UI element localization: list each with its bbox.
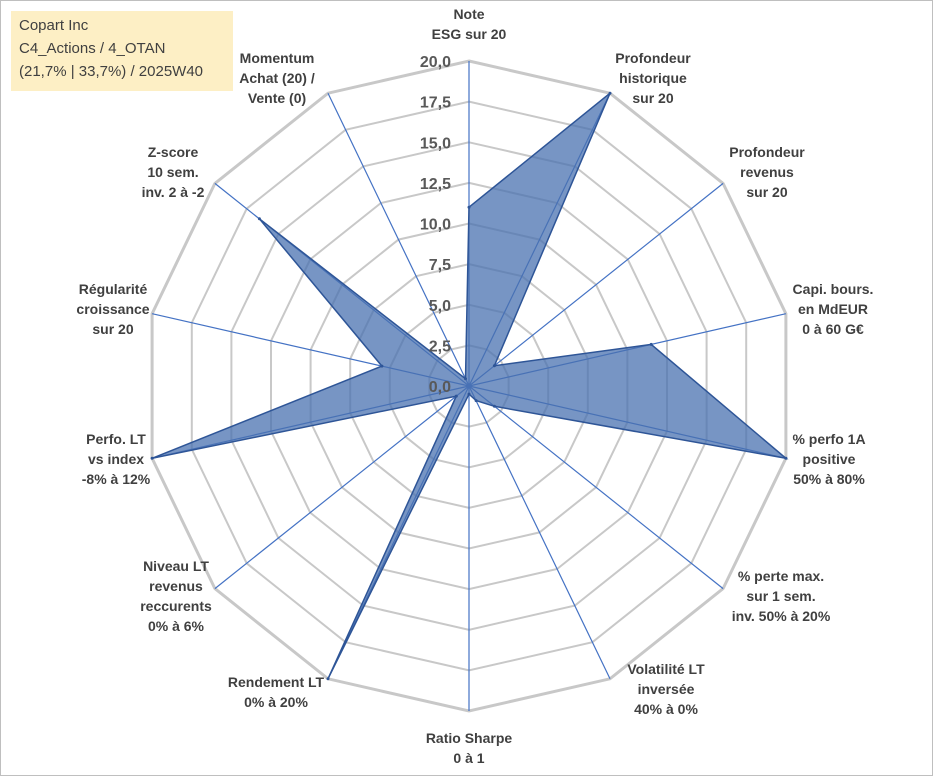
series-point [467, 205, 471, 209]
tick-label-layer: 0,0 2,5 5,0 7,5 10,0 12,5 15,0 17,5 20,0 [420, 54, 451, 396]
axis-label: % perte max. sur 1 sem. inv. 50% à 20% [732, 568, 831, 624]
axis-label: Momentum Achat (20) / Vente (0) [239, 50, 315, 106]
series-point [467, 392, 471, 396]
axis-spoke [468, 385, 611, 680]
series-point [474, 399, 478, 403]
series-point [454, 394, 458, 398]
axis-spoke [468, 385, 724, 590]
info-category: C4_Actions / 4_OTAN [19, 40, 166, 57]
axis-label-line: 0% à 6% [148, 618, 205, 634]
tick-label: 5,0 [429, 298, 451, 315]
axis-label-line: Niveau LT [143, 558, 209, 574]
series-point [150, 456, 154, 460]
info-stats: (21,7% | 33,7%) / 2025W40 [19, 63, 203, 80]
axis-label: Rendement LT 0% à 20% [228, 674, 325, 710]
axis-label-line: historique [619, 70, 687, 86]
axis-label: Z-score 10 sem. inv. 2 à -2 [142, 144, 205, 200]
axis-label: Note ESG sur 20 [432, 6, 507, 42]
axis-label: Profondeur revenus sur 20 [729, 144, 805, 200]
axis-label-line: Z-score [148, 144, 199, 160]
axis-label-line: sur 20 [92, 321, 133, 337]
series-layer [150, 91, 789, 681]
axis-label-line: reccurents [140, 598, 212, 614]
series-point [492, 364, 496, 368]
axis-label: Volatilité LT inversée 40% à 0% [627, 661, 705, 717]
axis-label-line: Ratio Sharpe [426, 730, 513, 746]
axis-label: Perfo. LT vs index -8% à 12% [82, 431, 151, 487]
tick-label: 20,0 [420, 54, 451, 71]
axis-spoke [468, 182, 724, 387]
axis-label-line: sur 20 [632, 90, 673, 106]
axis-label-line: Rendement LT [228, 674, 325, 690]
axis-label-line: positive [803, 451, 856, 467]
axis-label: Ratio Sharpe 0 à 1 [426, 730, 513, 766]
axis-label-line: Vente (0) [248, 90, 306, 106]
series-point [649, 342, 653, 346]
series-point [380, 364, 384, 368]
axis-label: % perfo 1A positive 50% à 80% [792, 431, 865, 487]
axis-label-line: 0 à 60 G€ [802, 321, 864, 337]
axis-label-line: inv. 50% à 20% [732, 608, 831, 624]
tick-label: 10,0 [420, 217, 451, 234]
axis-label-line: Profondeur [729, 144, 805, 160]
tick-label: 12,5 [420, 176, 451, 193]
axis-label-line: revenus [149, 578, 203, 594]
series-point [492, 404, 496, 408]
axis-label-line: inversée [638, 681, 695, 697]
axis-label: Niveau LT revenus reccurents 0% à 6% [140, 558, 212, 634]
axis-spoke [327, 92, 470, 387]
axis-label-line: en MdEUR [798, 301, 868, 317]
axis-label-line: Note [453, 6, 484, 22]
axis-label-line: Achat (20) / [239, 70, 315, 86]
axis-label: Capi. bours. en MdEUR 0 à 60 G€ [793, 281, 874, 337]
axis-label-line: 40% à 0% [634, 701, 698, 717]
axis-label-line: croissance [76, 301, 149, 317]
axis-label-layer: Note ESG sur 20 Profondeur historique sur 20… [76, 6, 873, 766]
axis-label: Régularité croissance sur 20 [76, 281, 149, 337]
series-point [608, 91, 612, 95]
tick-label: 17,5 [420, 95, 451, 112]
axis-label-line: sur 20 [746, 184, 787, 200]
axis-label-line: revenus [740, 164, 794, 180]
axis-label-line: Capi. bours. [793, 281, 874, 297]
axis-label-line: -8% à 12% [82, 471, 151, 487]
axis-label-line: % perte max. [738, 568, 824, 584]
axis-label-line: Profondeur [615, 50, 691, 66]
axis-label-line: 10 sem. [147, 164, 198, 180]
tick-label: 15,0 [420, 135, 451, 152]
series-point [464, 377, 467, 381]
axis-label-line: ESG sur 20 [432, 26, 507, 42]
axis-label-line: 0% à 20% [244, 694, 308, 710]
axis-label-line: Régularité [79, 281, 148, 297]
tick-label: 2,5 [429, 338, 451, 355]
axis-label-line: Perfo. LT [86, 431, 146, 447]
tick-label: 7,5 [429, 257, 451, 274]
info-box: Copart Inc C4_Actions / 4_OTAN (21,7% | … [11, 11, 233, 91]
axis-label-line: sur 1 sem. [746, 588, 815, 604]
axis-label-line: inv. 2 à -2 [142, 184, 205, 200]
axis-label-line: Volatilité LT [627, 661, 705, 677]
info-company: Copart Inc [19, 17, 89, 34]
axis-label-line: vs index [88, 451, 144, 467]
axis-spoke [214, 385, 470, 590]
tick-label: 0,0 [429, 379, 451, 396]
axis-label-line: % perfo 1A [792, 431, 865, 447]
series-point [784, 456, 788, 460]
axis-label-line: 0 à 1 [453, 750, 484, 766]
axis-label-line: 50% à 80% [793, 471, 865, 487]
axis-label-line: Momentum [240, 50, 315, 66]
axis-label: Profondeur historique sur 20 [615, 50, 691, 106]
series-point [326, 677, 330, 681]
series-point [257, 217, 261, 221]
